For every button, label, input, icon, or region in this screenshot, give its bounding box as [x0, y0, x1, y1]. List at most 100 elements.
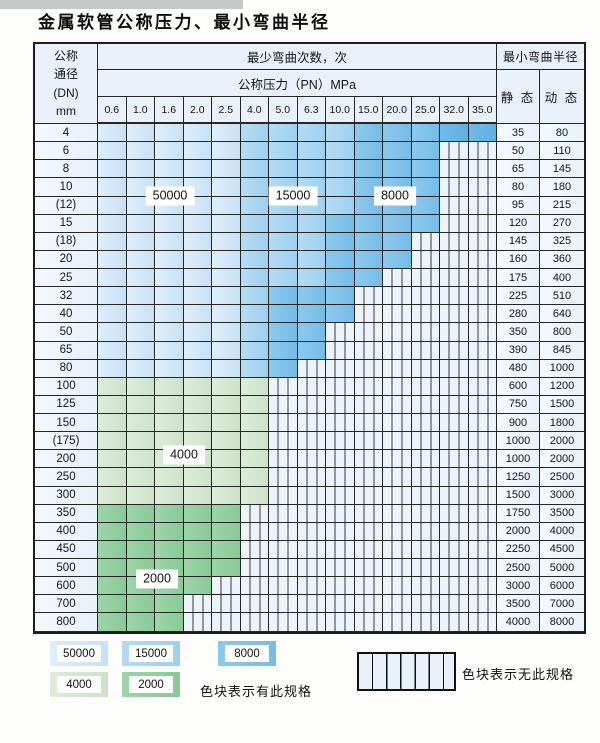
cell-no-spec	[468, 305, 497, 324]
dynamic-radius-value: 3500	[540, 504, 584, 523]
cell-no-spec	[383, 395, 412, 414]
cell-2000	[155, 595, 184, 614]
cell-50000	[98, 250, 127, 269]
cell-15000	[326, 124, 355, 143]
cell-50000	[98, 214, 127, 233]
cell-50000	[98, 269, 127, 288]
cell-50000	[126, 359, 155, 378]
cell-50000	[98, 323, 127, 342]
cell-4000	[155, 395, 184, 414]
dn-value-cell: 50	[35, 323, 98, 342]
static-radius-value: 600	[497, 377, 540, 396]
static-radius-value: 160	[497, 250, 540, 269]
static-radius-value: 145	[497, 232, 540, 251]
cell-2000	[155, 522, 184, 541]
cell-8000	[354, 232, 383, 251]
cell-50000	[183, 214, 212, 233]
dynamic-radius-value: 7000	[540, 595, 584, 614]
cell-4000	[98, 414, 127, 433]
cell-no-spec	[183, 613, 212, 632]
cell-4000	[240, 468, 269, 487]
dn-value-cell: 10	[35, 178, 98, 197]
static-radius-value: 3500	[497, 595, 540, 614]
pn-column-header: 4.0	[240, 97, 269, 124]
cell-4000	[212, 414, 241, 433]
cell-no-spec	[440, 178, 469, 197]
cell-no-spec	[297, 468, 326, 487]
cell-no-spec	[354, 450, 383, 469]
cell-2000	[126, 540, 155, 559]
cell-no-spec	[440, 450, 469, 469]
cell-2000	[98, 504, 127, 523]
dynamic-radius-value: 110	[540, 142, 584, 161]
cell-no-spec	[383, 559, 412, 578]
cell-4000	[126, 395, 155, 414]
cell-15000	[297, 232, 326, 251]
cell-no-spec	[411, 377, 440, 396]
cell-no-spec	[440, 142, 469, 161]
cell-8000	[440, 124, 469, 143]
cell-2000	[126, 504, 155, 523]
pressure-bend-table: 公称 通径 (DN) mm 最少弯曲次数，次 最小弯曲半径 公称压力（PN）MP…	[33, 42, 586, 634]
cell-no-spec	[440, 377, 469, 396]
cell-2000	[155, 504, 184, 523]
cell-8000	[269, 359, 298, 378]
static-radius-value: 65	[497, 160, 540, 179]
cycle-count-label: 15000	[268, 186, 318, 206]
cell-15000	[240, 142, 269, 161]
dn-value-cell: 150	[35, 414, 98, 433]
cell-no-spec	[383, 486, 412, 505]
cell-no-spec	[468, 269, 497, 288]
dn-value-cell: 65	[35, 341, 98, 360]
cell-no-spec	[212, 577, 241, 596]
cell-no-spec	[269, 450, 298, 469]
pn-column-header: 5.0	[269, 97, 298, 124]
cell-no-spec	[468, 287, 497, 306]
cell-4000	[155, 414, 184, 433]
cell-no-spec	[440, 540, 469, 559]
cell-4000	[240, 395, 269, 414]
cell-no-spec	[240, 613, 269, 632]
cell-no-spec	[440, 196, 469, 215]
cell-no-spec	[440, 287, 469, 306]
cycle-count-label: 2000	[136, 569, 178, 589]
dynamic-radius-value: 2500	[540, 468, 584, 487]
cell-no-spec	[411, 395, 440, 414]
dn-value-cell: 400	[35, 522, 98, 541]
cell-50000	[98, 305, 127, 324]
cell-4000	[212, 432, 241, 451]
cycle-count-label: 8000	[374, 186, 416, 206]
cell-no-spec	[326, 450, 355, 469]
cell-2000	[126, 522, 155, 541]
cell-15000	[240, 287, 269, 306]
cell-no-spec	[411, 504, 440, 523]
cell-no-spec	[297, 595, 326, 614]
cell-no-spec	[468, 196, 497, 215]
cell-no-spec	[297, 522, 326, 541]
cell-2000	[98, 559, 127, 578]
cell-4000	[183, 414, 212, 433]
cell-15000	[326, 178, 355, 197]
cell-50000	[212, 232, 241, 251]
legend-no-spec-text: 色块表示无此规格	[462, 667, 575, 682]
cell-no-spec	[440, 486, 469, 505]
cell-15000	[269, 124, 298, 143]
dn-value-cell: 200	[35, 450, 98, 469]
dn-value-cell: 20	[35, 250, 98, 269]
cell-8000	[411, 142, 440, 161]
cell-50000	[212, 269, 241, 288]
cell-50000	[126, 341, 155, 360]
cell-15000	[297, 269, 326, 288]
cell-no-spec	[326, 613, 355, 632]
cell-no-spec	[269, 559, 298, 578]
cell-15000	[297, 124, 326, 143]
static-radius-value: 350	[497, 323, 540, 342]
cell-4000	[98, 395, 127, 414]
cell-no-spec	[354, 377, 383, 396]
cell-2000	[98, 540, 127, 559]
cell-8000	[383, 214, 412, 233]
cell-15000	[240, 305, 269, 324]
pn-column-header: 20.0	[383, 97, 412, 124]
cell-4000	[183, 486, 212, 505]
cell-8000	[354, 124, 383, 143]
